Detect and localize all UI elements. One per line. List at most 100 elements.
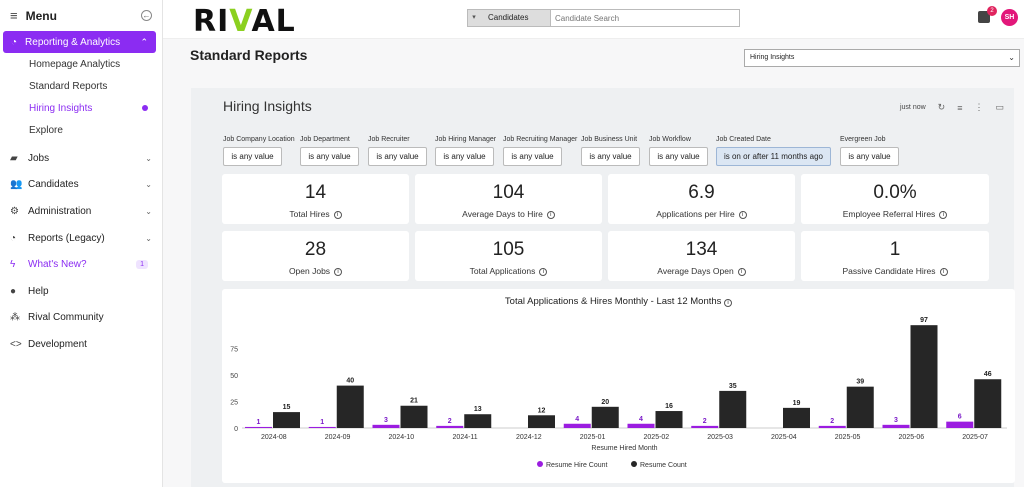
x-tick-label: 2025-04 xyxy=(771,434,797,441)
sidebar-item-help[interactable]: ● Help xyxy=(0,278,162,305)
hire-count-bar xyxy=(372,424,400,428)
report-select[interactable]: Hiring Insights ⌄ xyxy=(744,49,1020,67)
rival-logo[interactable]: RIVAL xyxy=(193,4,296,39)
filter-value[interactable]: is any value xyxy=(840,147,899,166)
filter-value[interactable]: is any value xyxy=(503,147,562,166)
info-icon[interactable]: i xyxy=(737,267,746,276)
metric-tile-total-hires[interactable]: 14 Total Hires i xyxy=(222,174,409,224)
filter-value[interactable]: is any value xyxy=(581,147,640,166)
metric-tile-open-jobs[interactable]: 28 Open Jobs i xyxy=(222,231,409,281)
resume-count-label: 35 xyxy=(729,383,737,390)
sidebar-item-reports-legacy[interactable]: ◔ Reports (Legacy) ⌄ xyxy=(0,225,162,252)
x-tick-label: 2024-12 xyxy=(516,434,542,441)
filter-label: Job Business Unit xyxy=(581,136,638,143)
filter-value[interactable]: is any value xyxy=(300,147,359,166)
avatar[interactable]: SH xyxy=(1001,9,1018,26)
sidebar-item-development[interactable]: <> Development xyxy=(0,331,162,358)
metric-tile-applications-per-hire[interactable]: 6.9 Applications per Hire i xyxy=(608,174,795,224)
bar-chart: 0 25 50 75 1 15 2024-08 1 40 2024-09 3 21 2024-10 2 13… xyxy=(230,317,1007,469)
hire-count-label: 2 xyxy=(703,418,707,425)
sidebar-item-label: What's New? xyxy=(28,259,87,271)
hamburger-icon[interactable]: ≡ xyxy=(10,8,18,23)
sidebar-item-reporting[interactable]: ◔ Reporting & Analytics ⌃ xyxy=(3,31,156,53)
resume-count-bar xyxy=(719,390,747,428)
resume-count-label: 19 xyxy=(793,400,801,407)
metric-tile-average-days-to-hire[interactable]: 104 Average Days to Hire i xyxy=(415,174,602,224)
chevron-down-icon[interactable]: ▾ xyxy=(468,10,480,26)
sidebar-subitem-hiring-insights[interactable]: Hiring Insights xyxy=(0,97,162,119)
sidebar-subitem-label: Hiring Insights xyxy=(29,102,93,114)
search-bar: ▾ Candidates xyxy=(467,9,740,27)
sidebar-item-candidates[interactable]: 👥 Candidates ⌄ xyxy=(0,172,162,199)
filter-label: Job Department xyxy=(300,136,350,143)
filter-job-business-unit: Job Business Unit is any value xyxy=(581,136,640,166)
x-axis-label: Resume Hired Month xyxy=(591,445,657,452)
x-tick-label: 2024-10 xyxy=(389,434,415,441)
refresh-icon[interactable]: ↻ xyxy=(937,102,946,112)
resume-count-bar xyxy=(273,412,300,428)
sidebar-item-label: Candidates xyxy=(28,179,79,191)
hire-count-bar xyxy=(818,425,846,428)
resume-count-bar xyxy=(528,415,555,428)
folder-icon[interactable]: ▭ xyxy=(995,102,1004,112)
search-input[interactable] xyxy=(551,10,739,26)
metric-tile-passive-candidate-hires[interactable]: 1 Passive Candidate Hires i xyxy=(801,231,989,281)
filter-value[interactable]: is on or after 11 months ago xyxy=(716,147,831,166)
metric-tile-employee-referral-hires[interactable]: 0.0% Employee Referral Hires i xyxy=(801,174,989,224)
legend-label: Resume Count xyxy=(640,462,687,469)
filter-label: Job Workflow xyxy=(649,136,691,143)
info-icon[interactable]: i xyxy=(546,210,555,219)
metric-tile-average-days-open[interactable]: 134 Average Days Open i xyxy=(608,231,795,281)
y-tick-label: 25 xyxy=(230,400,238,407)
resume-count-bar xyxy=(591,406,619,428)
resume-count-label: 21 xyxy=(410,398,418,405)
hire-count-label: 3 xyxy=(894,417,898,424)
chevron-down-icon: ⌄ xyxy=(1008,53,1015,62)
filter-value[interactable]: is any value xyxy=(435,147,494,166)
metric-tile-total-applications[interactable]: 105 Total Applications i xyxy=(415,231,602,281)
topbar: RIVAL ▾ Candidates 2 SH xyxy=(163,0,1024,39)
hire-count-label: 2 xyxy=(448,418,452,425)
info-icon[interactable]: i xyxy=(939,210,948,219)
metric-value: 6.9 xyxy=(688,182,715,203)
info-icon[interactable]: i xyxy=(539,267,548,276)
metric-value: 14 xyxy=(304,182,327,203)
sidebar-item-whats-new[interactable]: ϟ What's New? 1 xyxy=(0,251,162,278)
sidebar-subitem-homepage-analytics[interactable]: Homepage Analytics xyxy=(29,58,121,70)
sidebar-item-administration[interactable]: ⚙ Administration ⌄ xyxy=(0,198,162,225)
filter-value[interactable]: is any value xyxy=(368,147,427,166)
metric-label-text: Applications per Hire xyxy=(656,209,735,219)
resume-count-label: 97 xyxy=(920,317,928,324)
info-icon[interactable]: i xyxy=(738,210,747,219)
y-tick-label: 0 xyxy=(234,426,238,433)
sidebar-subitem-explore[interactable]: Explore xyxy=(29,124,63,136)
x-tick-label: 2025-01 xyxy=(580,434,606,441)
sidebar-item-jobs[interactable]: ▰ Jobs ⌄ xyxy=(0,145,162,172)
filter-value[interactable]: is any value xyxy=(649,147,708,166)
metric-label: Applications per Hire i xyxy=(608,209,795,219)
info-icon[interactable]: i xyxy=(334,267,343,276)
sidebar-item-rival-community[interactable]: ⁂ Rival Community xyxy=(0,305,162,332)
filter-job-department: Job Department is any value xyxy=(300,136,359,166)
resume-count-bar xyxy=(974,379,1002,428)
sidebar-subitem-standard-reports[interactable]: Standard Reports xyxy=(29,80,108,92)
more-icon[interactable]: ⋮ xyxy=(974,102,984,112)
info-icon[interactable]: i xyxy=(333,210,342,219)
hire-count-label: 1 xyxy=(320,419,324,426)
resume-count-label: 46 xyxy=(984,371,992,378)
x-tick-label: 2024-09 xyxy=(325,434,351,441)
x-tick-label: 2025-07 xyxy=(962,434,988,441)
filter-icon[interactable]: ≡ xyxy=(957,102,963,113)
community-icon: ⁂ xyxy=(10,312,20,324)
info-icon[interactable]: i xyxy=(939,267,948,276)
filter-value[interactable]: is any value xyxy=(223,147,282,166)
metric-value: 28 xyxy=(304,239,327,260)
search-category[interactable]: Candidates xyxy=(480,10,551,26)
filter-label: Job Company Location xyxy=(223,136,295,143)
chevron-down-icon: ⌄ xyxy=(145,180,152,190)
info-icon[interactable]: i xyxy=(724,299,733,307)
monthly-chart-tile: Total Applications & Hires Monthly - Las… xyxy=(222,289,1015,483)
hire-count-bar xyxy=(436,425,464,428)
collapse-icon[interactable]: ← xyxy=(141,10,152,21)
notification-icon[interactable]: 2 xyxy=(978,6,997,23)
